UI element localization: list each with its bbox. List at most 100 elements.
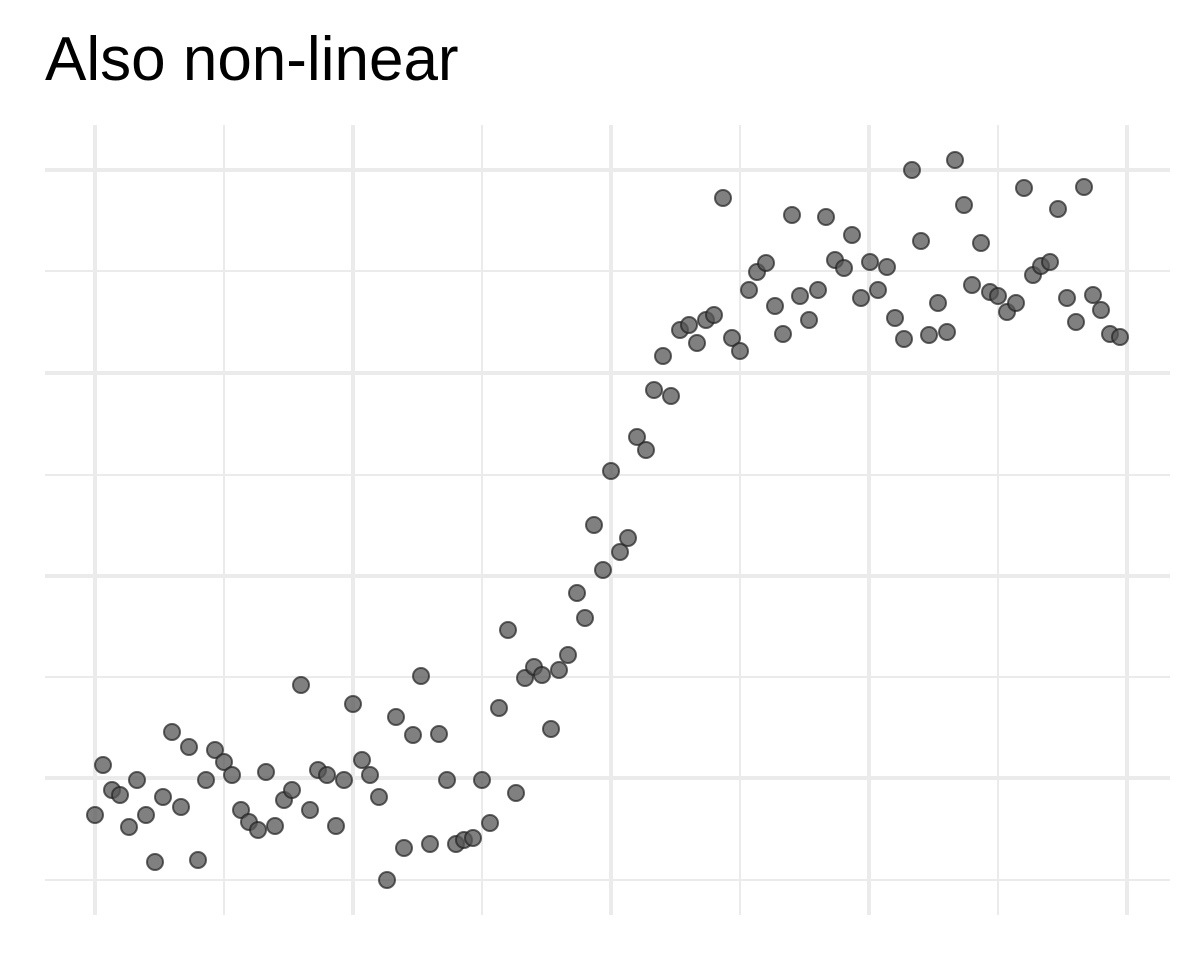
point xyxy=(189,851,207,869)
point xyxy=(972,234,990,252)
point xyxy=(576,609,594,627)
point xyxy=(714,189,732,207)
point xyxy=(111,786,129,804)
point xyxy=(946,151,964,169)
point xyxy=(1058,289,1076,307)
point xyxy=(146,853,164,871)
point xyxy=(464,829,482,847)
point xyxy=(774,325,792,343)
point xyxy=(886,309,904,327)
point xyxy=(895,330,913,348)
point xyxy=(929,294,947,312)
point xyxy=(585,516,603,534)
point xyxy=(852,289,870,307)
chart-title: Also non-linear xyxy=(45,25,459,94)
point xyxy=(766,297,784,315)
point xyxy=(920,326,938,344)
point xyxy=(404,726,422,744)
point xyxy=(327,817,345,835)
point xyxy=(137,806,155,824)
point xyxy=(938,323,956,341)
point xyxy=(1007,294,1025,312)
point xyxy=(421,835,439,853)
point xyxy=(361,766,379,784)
point xyxy=(292,676,310,694)
point xyxy=(878,258,896,276)
point xyxy=(903,161,921,179)
point xyxy=(499,621,517,639)
point xyxy=(430,725,448,743)
point xyxy=(1041,253,1059,271)
point xyxy=(912,232,930,250)
point xyxy=(800,311,818,329)
point xyxy=(559,646,577,664)
point xyxy=(680,316,698,334)
point xyxy=(989,287,1007,305)
point xyxy=(869,281,887,299)
point xyxy=(1084,286,1102,304)
point xyxy=(215,753,233,771)
point xyxy=(1067,313,1085,331)
point xyxy=(723,329,741,347)
point xyxy=(197,771,215,789)
point xyxy=(1092,301,1110,319)
point xyxy=(594,561,612,579)
point xyxy=(619,529,637,547)
point xyxy=(481,814,499,832)
point xyxy=(223,766,241,784)
point xyxy=(257,763,275,781)
point xyxy=(128,771,146,789)
point xyxy=(206,741,224,759)
point xyxy=(835,259,853,277)
point xyxy=(550,661,568,679)
point xyxy=(378,871,396,889)
point xyxy=(1015,179,1033,197)
point xyxy=(963,276,981,294)
point xyxy=(283,781,301,799)
point xyxy=(611,543,629,561)
point xyxy=(490,699,508,717)
point xyxy=(473,771,491,789)
point xyxy=(542,720,560,738)
point xyxy=(344,695,362,713)
point xyxy=(1075,178,1093,196)
point xyxy=(266,817,284,835)
point xyxy=(731,342,749,360)
point xyxy=(705,306,723,324)
point xyxy=(370,788,388,806)
point xyxy=(301,801,319,819)
point xyxy=(791,287,809,305)
point xyxy=(1111,328,1129,346)
point xyxy=(688,334,706,352)
point xyxy=(809,281,827,299)
point xyxy=(645,381,663,399)
point xyxy=(568,584,586,602)
point xyxy=(654,347,672,365)
point xyxy=(843,226,861,244)
point xyxy=(318,766,336,784)
point xyxy=(163,723,181,741)
point xyxy=(180,738,198,756)
point xyxy=(740,281,758,299)
point xyxy=(412,667,430,685)
point xyxy=(602,462,620,480)
point xyxy=(817,208,835,226)
point xyxy=(533,666,551,684)
point xyxy=(395,839,413,857)
point xyxy=(335,771,353,789)
point xyxy=(387,708,405,726)
point xyxy=(86,806,104,824)
point xyxy=(783,206,801,224)
point xyxy=(172,798,190,816)
point xyxy=(662,387,680,405)
point xyxy=(637,441,655,459)
point xyxy=(94,756,112,774)
point xyxy=(353,751,371,769)
point xyxy=(120,818,138,836)
point xyxy=(955,196,973,214)
point xyxy=(249,821,267,839)
point xyxy=(757,254,775,272)
point xyxy=(154,788,172,806)
point xyxy=(628,428,646,446)
